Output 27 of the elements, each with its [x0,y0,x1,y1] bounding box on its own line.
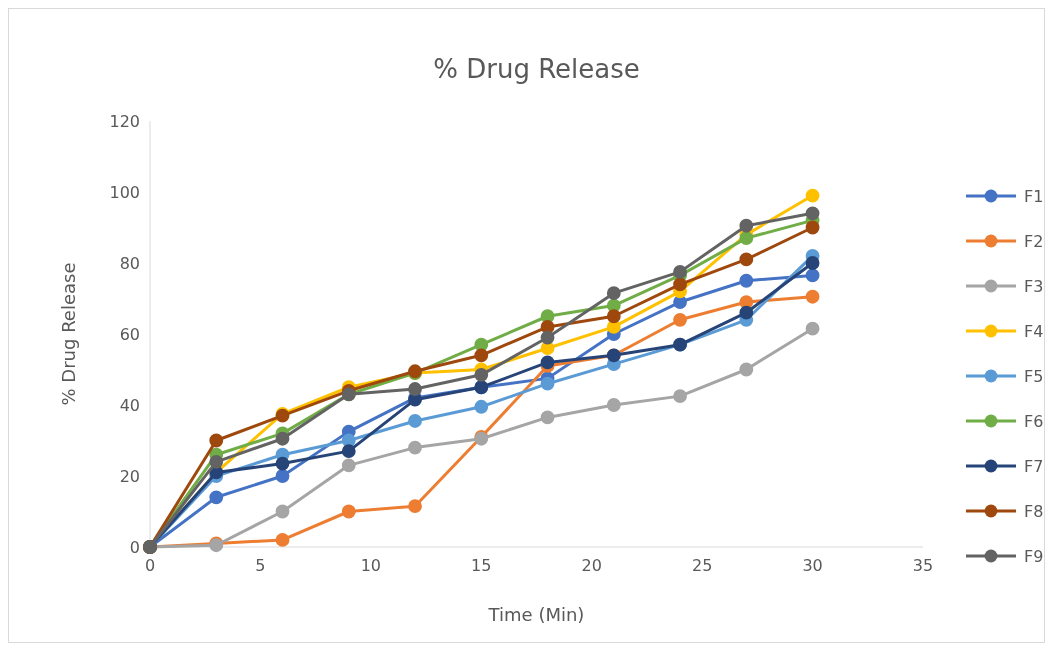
legend-label: F5 [1024,366,1044,386]
legend-label: F4 [1024,321,1044,341]
legend-label: F1 [1024,186,1044,206]
y-tick-label: 0 [129,537,140,557]
x-tick-label: 35 [912,556,934,575]
y-tick-label: 40 [119,395,140,415]
legend-label: F7 [1024,456,1044,476]
y-tick-label: 120 [109,111,140,131]
x-tick-label: 5 [255,556,266,575]
legend-label: F8 [1024,501,1044,521]
x-axis-title: Time (Min) [487,604,585,625]
x-tick-label: 10 [360,556,382,575]
x-tick-label: 0 [144,556,156,575]
y-tick-label: 60 [119,324,140,344]
y-tick-label: 100 [109,182,140,202]
x-tick-label: 25 [691,556,713,575]
y-axis-title: % Drug Release [58,262,79,406]
legend-label: F6 [1024,411,1044,431]
legend-label: F3 [1024,276,1044,296]
chart-title: % Drug Release [433,54,640,84]
x-tick-label: 30 [802,556,823,575]
legend-label: F9 [1024,546,1044,566]
x-tick-label: 20 [581,556,602,575]
y-tick-label: 20 [119,466,140,486]
legend-label: F2 [1024,231,1044,251]
y-tick-label: 80 [119,253,140,273]
x-tick-label: 15 [471,556,492,575]
